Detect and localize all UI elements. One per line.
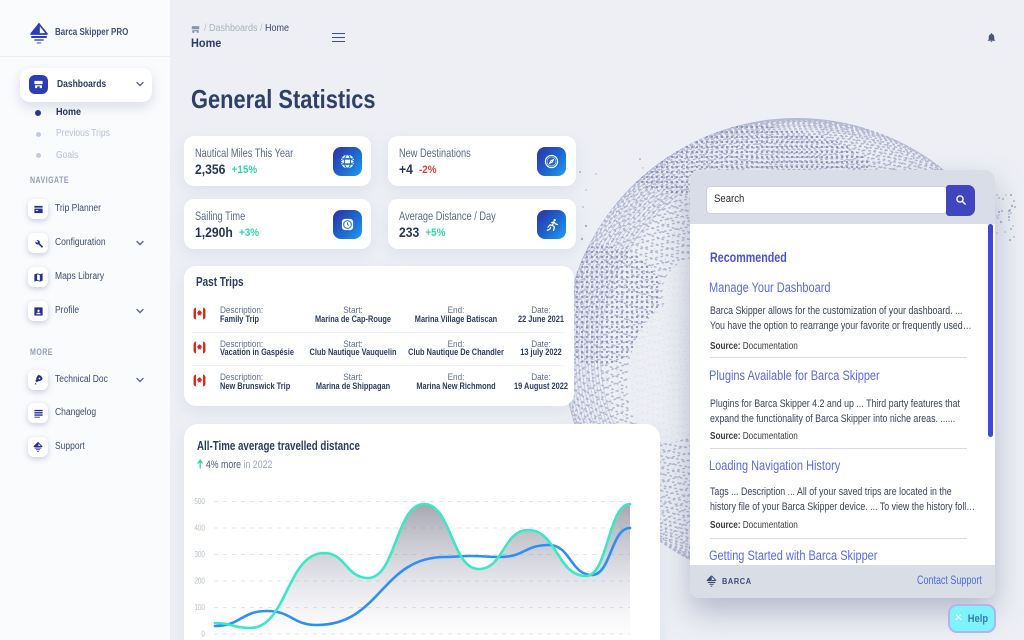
svg-text:300: 300: [194, 549, 205, 559]
svg-text:0: 0: [201, 629, 205, 639]
svg-text:400: 400: [194, 523, 205, 533]
svg-text:500: 500: [194, 496, 205, 506]
svg-text:100: 100: [194, 602, 205, 612]
svg-text:200: 200: [194, 576, 205, 586]
